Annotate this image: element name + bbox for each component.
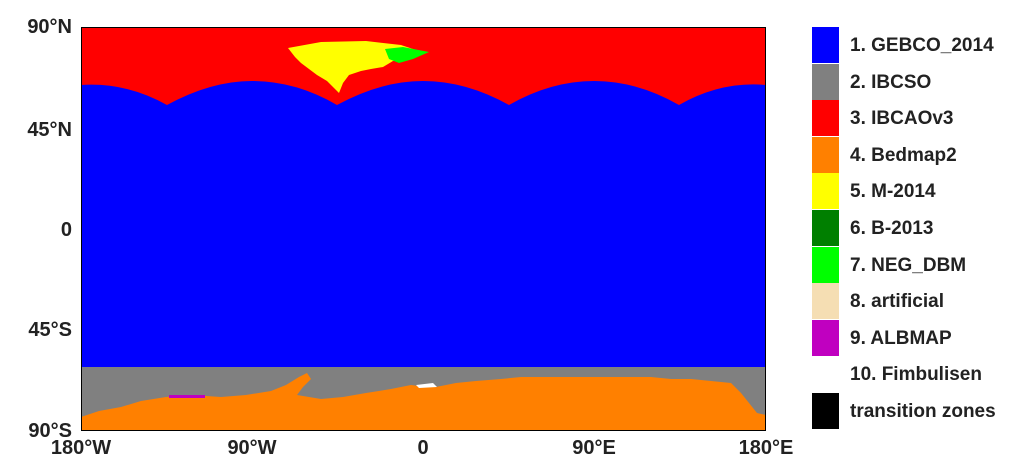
legend-swatch — [812, 246, 839, 283]
region-fimbulisen — [416, 383, 437, 388]
region-neg-dbm — [385, 47, 429, 63]
legend-swatch — [812, 27, 839, 63]
x-tick-label: 180°E — [738, 437, 794, 459]
legend-swatch — [812, 283, 839, 320]
x-tick-label: 180°W — [50, 437, 112, 459]
region-bedmap2-antarctica — [81, 373, 766, 431]
world-map — [81, 27, 766, 431]
legend-swatch — [812, 63, 839, 100]
legend-item: 4. Bedmap2 — [812, 136, 1018, 173]
legend-label: 4. Bedmap2 — [850, 144, 957, 166]
legend-label: 3. IBCAOv3 — [850, 108, 954, 130]
legend-label: 10. Fimbulisen — [850, 364, 982, 386]
y-tick-label: 45°S — [28, 319, 72, 341]
legend-item: 8. artificial — [812, 283, 1018, 320]
map-border — [81, 27, 766, 431]
legend-item: 6. B-2013 — [812, 210, 1018, 246]
legend-label: 8. artificial — [850, 291, 944, 313]
legend-label: transition zones — [850, 401, 996, 422]
legend-label: 6. B-2013 — [850, 218, 934, 239]
legend-swatch — [812, 393, 839, 429]
region-gebco — [81, 81, 766, 367]
legend-swatch — [812, 356, 839, 393]
legend-item: 2. IBCSO — [812, 63, 1018, 100]
legend-item: 7. NEG_DBM — [812, 246, 1018, 283]
x-tick-label: 90°E — [572, 437, 616, 459]
x-tick-label: 90°W — [227, 437, 277, 459]
legend-label: 5. M-2014 — [850, 181, 936, 203]
region-m2014-greenland — [288, 41, 419, 93]
legend-item: 1. GEBCO_2014 — [812, 27, 1018, 63]
legend-item: 3. IBCAOv3 — [812, 100, 1018, 137]
legend-swatch — [812, 173, 839, 210]
region-albmap — [169, 395, 205, 398]
x-tick-label: 0 — [417, 437, 429, 459]
legend-swatch — [812, 136, 839, 173]
legend-label: 9. ALBMAP — [850, 327, 952, 349]
legend-item: 5. M-2014 — [812, 173, 1018, 210]
legend-label: 2. IBCSO — [850, 71, 932, 93]
y-tick-label: 90°S — [28, 420, 72, 442]
legend-swatch — [812, 100, 839, 137]
legend-label: 7. NEG_DBM — [850, 254, 967, 276]
legend-item: transition zones — [812, 393, 1018, 429]
legend-swatch — [812, 319, 839, 356]
legend-swatch — [812, 210, 839, 246]
y-tick-label: 0 — [60, 219, 72, 241]
legend-label: 1. GEBCO_2014 — [850, 35, 994, 56]
legend-item: 10. Fimbulisen — [812, 356, 1018, 393]
y-tick-label: 45°N — [27, 119, 72, 141]
y-tick-label: 90°N — [27, 16, 72, 38]
legend-item: 9. ALBMAP — [812, 319, 1018, 356]
source-grid-map — [81, 27, 766, 431]
